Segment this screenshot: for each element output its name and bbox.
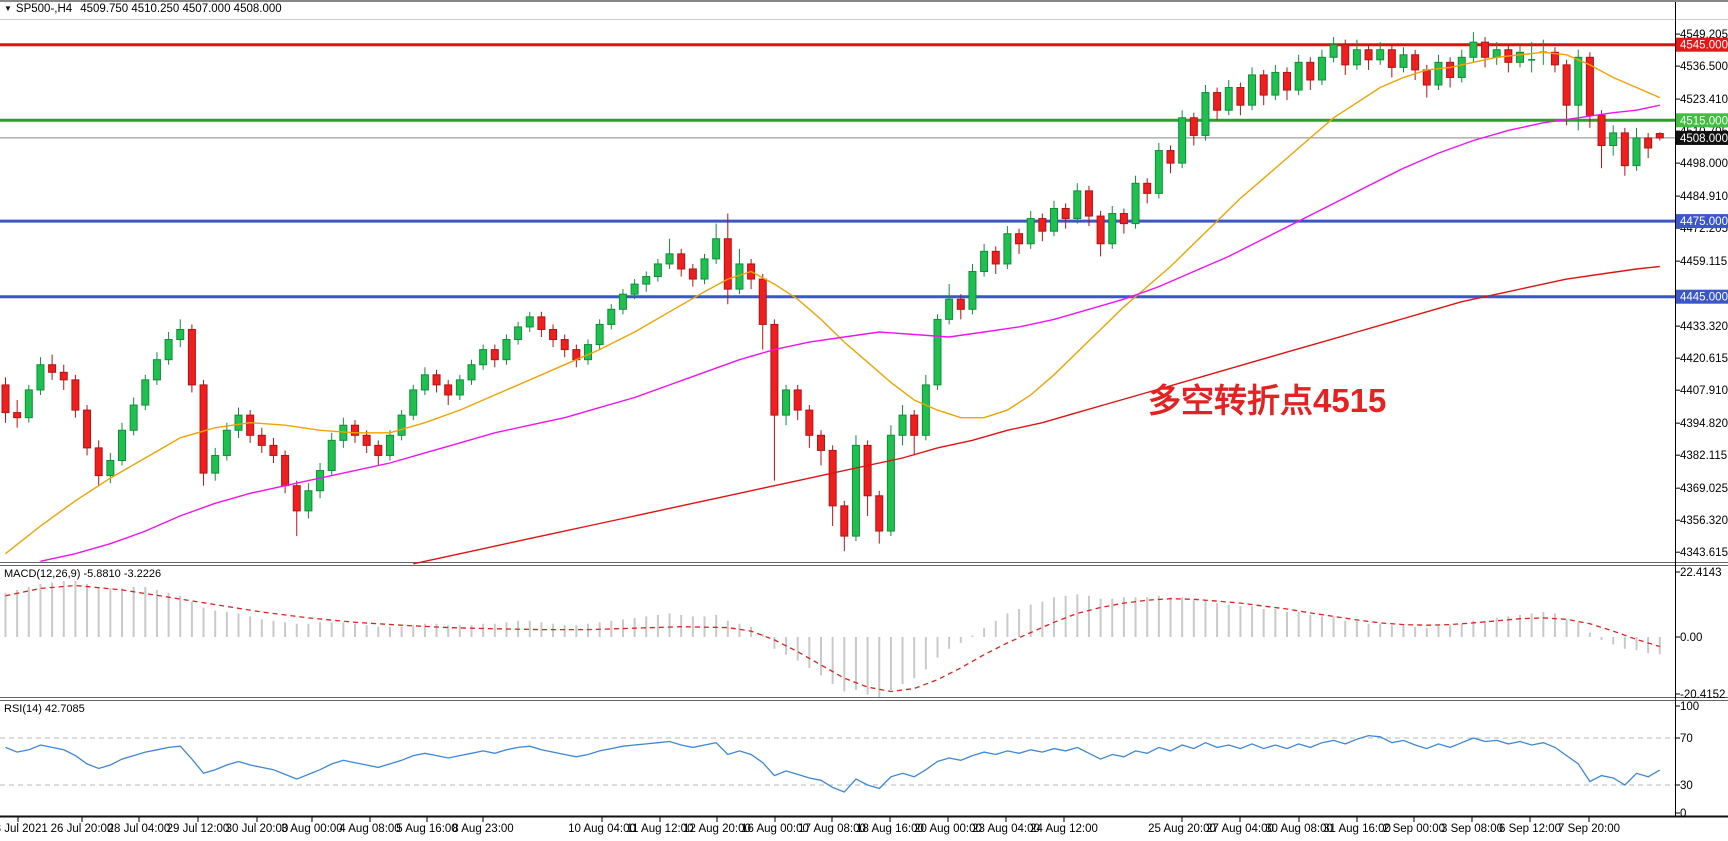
price-badge-label: 4545.000 <box>1680 40 1728 52</box>
symbol-dropdown-icon[interactable]: ▼ <box>4 4 12 13</box>
price-badge <box>1676 37 1728 52</box>
time-axis-label: 2 Sep 00:00 <box>1383 823 1445 835</box>
price-badge <box>1676 113 1728 128</box>
price-badge <box>1676 214 1728 229</box>
rsi-panel: 100 70 30 0 <box>0 701 1699 820</box>
horizontal-lines <box>0 43 1675 299</box>
time-axis-label: 24 Aug 12:00 <box>1030 823 1098 835</box>
time-axis-label: 8 Aug 23:00 <box>452 823 513 835</box>
time-axis-label: 3 Sep 08:00 <box>1441 823 1503 835</box>
macd-axis-label: -20.4152 <box>1680 689 1725 701</box>
price-axis-label: 4459.115 <box>1680 256 1727 268</box>
chart-title-bar: ▼ SP500-,H4 4509.750 4510.250 4507.000 450… <box>4 3 282 15</box>
ma-mid <box>40 104 1660 562</box>
price-axis-label: 4433.320 <box>1680 321 1728 333</box>
time-axis-label: 28 Jul 04:00 <box>108 823 171 835</box>
price-axis-label: 4382.115 <box>1680 450 1727 462</box>
price-axis-label: 4369.025 <box>1680 483 1728 495</box>
price-badge-label: 4515.000 <box>1680 115 1728 127</box>
rsi-axis-label: 30 <box>1680 780 1693 792</box>
time-axis-label: 18 Aug 16:00 <box>856 823 924 835</box>
price-axis-label: 4343.615 <box>1680 547 1728 559</box>
rsi-indicator-label: RSI(14) 42.7085 <box>4 703 85 715</box>
price-badge-label: 4475.000 <box>1680 216 1728 228</box>
symbol-period-label: SP500-,H4 <box>15 3 73 15</box>
price-badge <box>1676 130 1728 145</box>
trend-annotation-text: 多空转折点4515 <box>1148 382 1387 419</box>
time-axis-label: 26 Jul 20:00 <box>51 823 114 835</box>
time-axis-label: 7 Sep 20:00 <box>1558 823 1620 835</box>
time-axis-label: 31 Aug 16:00 <box>1323 823 1391 835</box>
time-axis-label: 30 Jul 20:00 <box>226 823 289 835</box>
ma-fast <box>5 51 1661 555</box>
time-axis-label: 3 Aug 00:00 <box>281 823 342 835</box>
rsi-line <box>5 734 1661 793</box>
price-axis-label: 4420.615 <box>1680 353 1728 365</box>
price-axis-label: 4394.820 <box>1680 418 1728 430</box>
time-axis-label: 16 Aug 00:00 <box>741 823 809 835</box>
price-badge-label: 4508.000 <box>1680 133 1728 145</box>
price-badge-label: 4445.000 <box>1680 292 1728 304</box>
price-axis-label: 4484.910 <box>1680 191 1728 203</box>
time-axis-label: 4 Aug 08:00 <box>339 823 400 835</box>
time-axis-label: 25 Aug 20:00 <box>1148 823 1216 835</box>
time-axis-label: 10 Aug 04:00 <box>568 823 636 835</box>
price-axis-label: 4498.000 <box>1680 158 1728 170</box>
time-axis-label: 12 Aug 20:00 <box>683 823 751 835</box>
macd-indicator-label: MACD(12,26,9) -5.8810 -3.2226 <box>4 568 162 580</box>
time-axis-label: 17 Aug 08:00 <box>798 823 866 835</box>
price-axis-label: 4523.410 <box>1680 94 1728 106</box>
rsi-axis-label: 0 <box>1680 808 1686 820</box>
time-axis-label: 20 Aug 00:00 <box>914 823 982 835</box>
moving-averages <box>5 51 1661 565</box>
time-axis-label: 5 Aug 16:00 <box>396 823 457 835</box>
time-axis-label: 29 Jul 12:00 <box>167 823 230 835</box>
price-axis-label: 4356.320 <box>1680 515 1728 527</box>
price-badge <box>1676 289 1728 304</box>
macd-axis-label: 22.4143 <box>1680 567 1722 579</box>
time-axis-label: 30 Aug 08:00 <box>1265 823 1333 835</box>
time-axis-label: 11 Aug 12:00 <box>627 823 694 835</box>
panel-borders <box>0 0 1728 818</box>
macd-axis-label: 0.00 <box>1680 632 1702 644</box>
time-axis-label: 27 Aug 04:00 <box>1206 823 1274 835</box>
candles-layer <box>1 32 1664 552</box>
time-axis-label: 6 Sep 12:00 <box>1499 823 1561 835</box>
price-axis-label: 4536.500 <box>1680 61 1728 73</box>
macd-panel: 22.4143 0.00 -20.4152 <box>4 567 1725 701</box>
macd-signal-line <box>5 584 1660 693</box>
time-axis-label: 23 Aug 04:00 <box>972 823 1040 835</box>
price-axis: 4549.2054536.5004523.4104510.7054498.000… <box>1675 29 1728 559</box>
price-axis-label: 4407.910 <box>1680 385 1728 397</box>
rsi-axis-label: 100 <box>1680 701 1699 713</box>
ma-slow <box>413 265 1660 565</box>
ohlc-values: 4509.750 4510.250 4507.000 4508.000 <box>80 3 282 15</box>
rsi-axis-label: 70 <box>1680 733 1693 745</box>
time-axis-label: 23 Jul 2021 <box>0 823 48 835</box>
